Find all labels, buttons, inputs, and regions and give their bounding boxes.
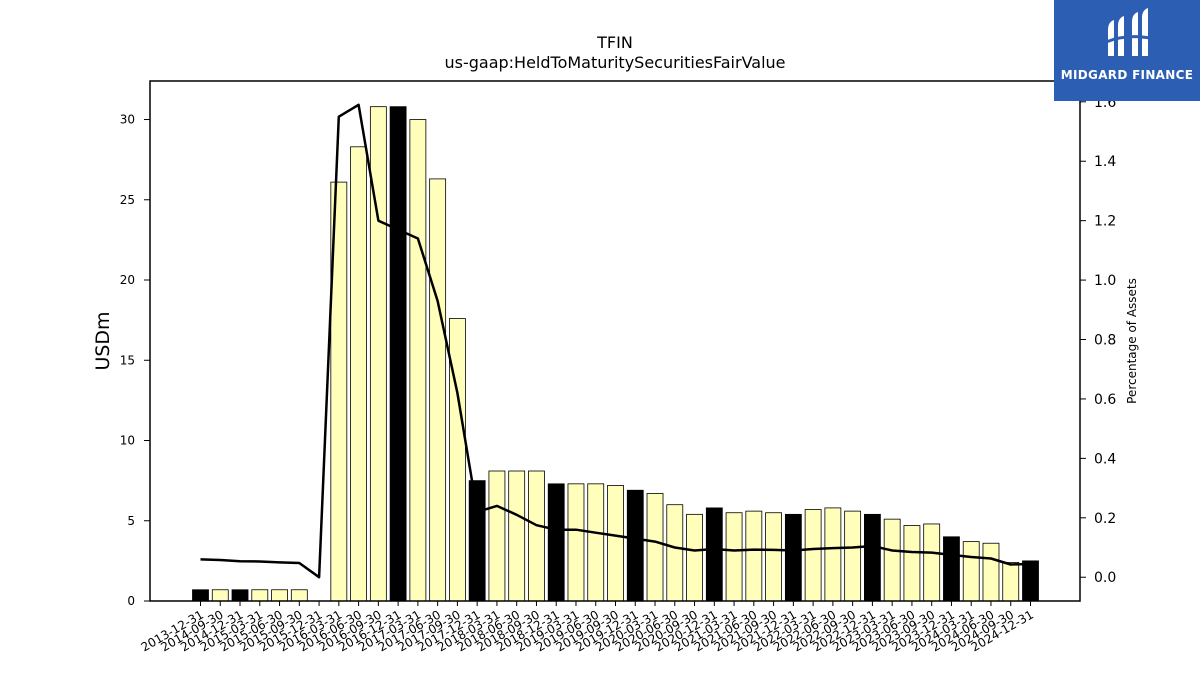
bar-2021-12-31 (784, 513, 802, 602)
bar-2020-06-30 (666, 504, 684, 602)
logo-mark-icon (1105, 8, 1151, 56)
bar-2024-06-30 (982, 542, 1000, 602)
y2-axis-label: Percentage of Assets (1125, 278, 1139, 404)
bar-2023-03-31 (883, 518, 901, 602)
bar-2023-12-31 (943, 536, 960, 602)
bar-2021-06-30 (745, 510, 763, 602)
bar-2015-03-31 (251, 589, 269, 602)
y2-tick-label: 0.4 (1094, 451, 1116, 467)
bar-2018-06-30 (508, 470, 526, 602)
bar-2018-03-31 (488, 470, 506, 602)
y2-tick-label: 0.6 (1094, 392, 1116, 408)
bar-2017-12-31 (468, 480, 486, 602)
y-tick-label: 30 (120, 113, 135, 127)
logo-text: MIDGARD FINANCE (1060, 68, 1194, 82)
chart-title: TFIN (596, 33, 633, 52)
y2-tick-label: 1.4 (1094, 154, 1116, 170)
right-axis: 0.00.20.40.60.81.01.21.41.6 (1080, 95, 1116, 586)
y2-tick-label: 1.0 (1094, 273, 1116, 289)
y2-tick-label: 0.2 (1094, 511, 1116, 527)
line-group (200, 103, 1031, 579)
bar-2023-06-30 (903, 525, 921, 602)
bar-2019-12-31 (626, 489, 644, 602)
bar-2020-09-30 (686, 513, 703, 602)
bar-2013-12-31 (192, 589, 209, 602)
bar-2017-03-31 (409, 119, 427, 602)
y2-tick-label: 0.0 (1094, 570, 1116, 586)
y-tick-label: 5 (127, 514, 135, 528)
bar-2019-09-30 (607, 485, 624, 602)
y-axis-label: USDm (92, 311, 114, 370)
bar-2014-09-30 (211, 589, 229, 602)
y2-tick-label: 1.2 (1094, 214, 1116, 230)
bar-2018-09-30 (528, 470, 545, 602)
x-axis: 2013-12-312014-09-302014-12-312015-03-31… (139, 601, 1036, 654)
y-tick-label: 10 (120, 434, 135, 448)
y-tick-label: 20 (120, 273, 135, 287)
bar-2019-03-31 (567, 483, 585, 602)
y-tick-label: 15 (120, 353, 135, 367)
bar-2022-12-31 (864, 513, 881, 602)
bar-2016-12-31 (389, 106, 407, 602)
bar-2017-09-30 (449, 318, 466, 602)
bar-2024-12-31 (1022, 560, 1039, 602)
chart-subtitle: us-gaap:HeldToMaturitySecuritiesFairValu… (444, 53, 785, 72)
bar-2024-09-30 (1002, 562, 1020, 602)
bar-2015-06-30 (271, 589, 288, 602)
bar-group (192, 106, 1039, 602)
y-tick-label: 25 (120, 193, 135, 207)
percentage-line (200, 103, 1031, 579)
bar-2022-03-31 (804, 509, 822, 602)
bar-2024-03-31 (962, 541, 980, 602)
bar-2019-06-30 (587, 483, 605, 602)
bar-2020-12-31 (705, 507, 723, 602)
brand-logo: MIDGARD FINANCE (1054, 0, 1200, 101)
bar-2014-12-31 (231, 589, 249, 602)
bar-2018-12-31 (547, 483, 565, 602)
bar-2016-06-30 (350, 146, 367, 602)
bar-2021-03-31 (725, 512, 743, 602)
bar-2021-09-30 (765, 512, 782, 602)
bar-2022-06-30 (824, 507, 842, 602)
y-tick-label: 0 (127, 594, 135, 608)
left-axis: 0 5 10 15 20 25 30 (120, 113, 150, 608)
bar-2020-03-31 (646, 493, 664, 602)
bar-2022-09-30 (844, 510, 862, 602)
bar-2015-09-30 (290, 589, 308, 602)
y2-tick-label: 0.8 (1094, 333, 1116, 349)
bar-2023-09-30 (923, 523, 941, 602)
bar-2017-06-30 (429, 178, 447, 602)
